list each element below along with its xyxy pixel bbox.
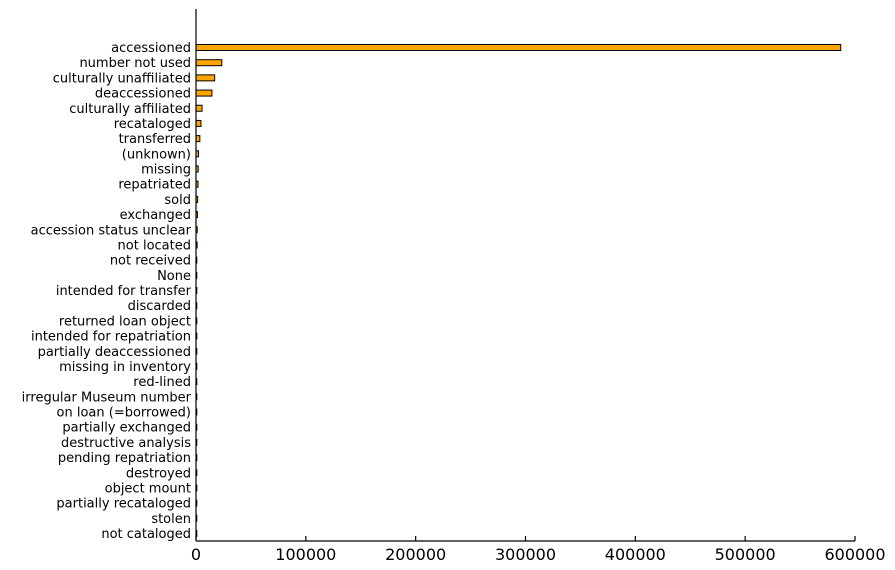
category-label-21: missing in inventory (59, 360, 191, 375)
bar-5 (195, 119, 202, 127)
x-tick-label-6: 600000 (824, 545, 885, 564)
category-label-14: not received (110, 254, 191, 269)
bar-1 (195, 59, 223, 67)
category-label-25: partially exchanged (62, 421, 191, 436)
bar-4 (195, 104, 203, 112)
category-label-32: not cataloged (101, 527, 191, 542)
category-label-17: discarded (128, 299, 191, 314)
category-label-5: recataloged (114, 117, 191, 132)
category-label-27: pending repatriation (58, 451, 191, 466)
x-tick-label-0: 0 (191, 545, 201, 564)
category-label-18: returned loan object (59, 314, 191, 329)
category-label-1: number not used (79, 56, 191, 71)
category-label-24: on loan (=borrowed) (57, 406, 191, 421)
category-label-30: partially recataloged (56, 497, 191, 512)
category-label-20: partially deaccessioned (38, 345, 191, 360)
category-label-7: (unknown) (122, 147, 191, 162)
category-label-2: culturally unaffiliated (53, 71, 191, 86)
x-tick-label-1: 100000 (275, 545, 336, 564)
category-label-28: destroyed (126, 466, 191, 481)
category-label-9: repatriated (118, 178, 191, 193)
bar-2 (195, 74, 216, 82)
x-tick-label-4: 400000 (605, 545, 666, 564)
x-tick-label-2: 200000 (385, 545, 446, 564)
x-tick-label-5: 500000 (715, 545, 776, 564)
category-label-19: intended for repatriation (31, 330, 191, 345)
x-tick-label-3: 300000 (495, 545, 556, 564)
category-label-29: object mount (105, 481, 191, 496)
category-label-23: irregular Museum number (22, 390, 192, 405)
category-label-0: accessioned (111, 41, 191, 56)
category-label-4: culturally affiliated (69, 102, 191, 117)
bar-0 (195, 44, 842, 51)
category-label-15: None (157, 269, 191, 284)
x-ticks: 0 100000 200000 300000 400000 500000 600000 (191, 536, 886, 564)
category-label-26: destructive analysis (61, 436, 191, 451)
category-label-3: deaccessioned (95, 87, 191, 102)
bar-3 (195, 89, 213, 97)
category-label-16: intended for transfer (56, 284, 192, 299)
category-label-31: stolen (151, 512, 191, 527)
category-label-22: red-lined (133, 375, 191, 390)
category-label-8: missing (141, 163, 191, 178)
category-label-11: exchanged (120, 208, 191, 223)
category-label-10: sold (164, 193, 191, 208)
bars-group (195, 44, 842, 537)
category-label-12: accession status unclear (31, 223, 192, 238)
category-label-6: transferred (119, 132, 191, 147)
category-label-13: not located (118, 238, 191, 253)
